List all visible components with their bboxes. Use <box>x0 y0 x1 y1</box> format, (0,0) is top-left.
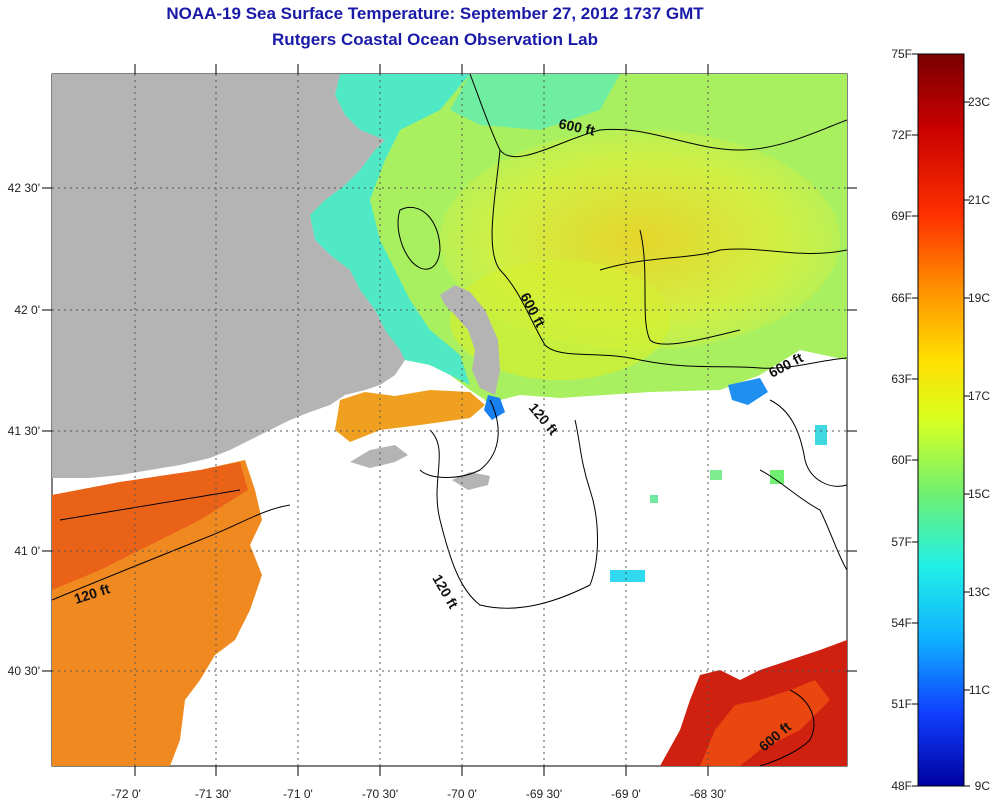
lon-label: -70 0' <box>447 787 477 801</box>
lat-label: 41 0' <box>14 544 40 558</box>
colorbar-label-f: 48F <box>891 779 912 793</box>
colorbar-label-f: 72F <box>891 128 912 142</box>
map-subtitle: Rutgers Coastal Ocean Observation Lab <box>272 30 598 49</box>
land-islands-marthas-vineyard <box>350 445 408 468</box>
map-title: NOAA-19 Sea Surface Temperature: Septemb… <box>166 4 704 23</box>
lat-label: 41 30' <box>8 424 40 438</box>
colorbar-label-c: 19C <box>968 291 990 305</box>
sst-shelf-band <box>52 462 248 590</box>
lon-label: -70 30' <box>362 787 398 801</box>
land-new-england <box>52 74 405 478</box>
sst-cape-water <box>335 390 485 442</box>
colorbar-label-c: 11C <box>969 683 990 697</box>
lat-label: 40 30' <box>8 664 40 678</box>
colorbar-label-c: 21C <box>968 193 990 207</box>
axis-ticks <box>42 64 857 776</box>
land-cape-cod <box>440 285 500 395</box>
bathymetry-contours <box>52 74 847 766</box>
contour-label-600ft-north: 600 ft <box>557 115 596 138</box>
cold-channel <box>484 395 505 420</box>
graticule <box>52 74 847 766</box>
colorbar-label-f: 69F <box>891 209 912 223</box>
cool-coastal-band <box>310 74 470 385</box>
colorbar-ticks <box>912 53 970 787</box>
colorbar-label-f: 51F <box>891 697 912 711</box>
colorbar-label-f: 57F <box>891 535 912 549</box>
colorbar-label-f: 75F <box>891 47 912 61</box>
colorbar-label-f: 60F <box>891 453 912 467</box>
colorbar-label-f: 63F <box>891 372 912 386</box>
lat-label: 42 30' <box>8 181 40 195</box>
lon-label: -68 30' <box>690 787 726 801</box>
lon-label: -69 30' <box>526 787 562 801</box>
cold-patch-east <box>728 378 768 405</box>
colorbar-label-c: 15C <box>968 487 990 501</box>
colorbar-label-c: 23C <box>968 95 990 109</box>
colorbar-label-c: 17C <box>968 389 990 403</box>
sst-hot-southeast-inner <box>700 680 830 766</box>
colorbar-label-c: 9C <box>975 779 991 793</box>
lon-label: -69 0' <box>611 787 641 801</box>
warm-water-patch <box>450 260 670 380</box>
lon-label: -72 0' <box>111 787 141 801</box>
lat-label: 42 0' <box>14 303 40 317</box>
colorbar-label-c: 13C <box>968 585 990 599</box>
colorbar <box>917 53 965 787</box>
lon-label: -71 30' <box>195 787 231 801</box>
colorbar-label-f: 54F <box>891 616 912 630</box>
cool-patch-north <box>450 74 620 130</box>
colorbar-label-f: 66F <box>891 291 912 305</box>
lon-label: -71 0' <box>283 787 313 801</box>
